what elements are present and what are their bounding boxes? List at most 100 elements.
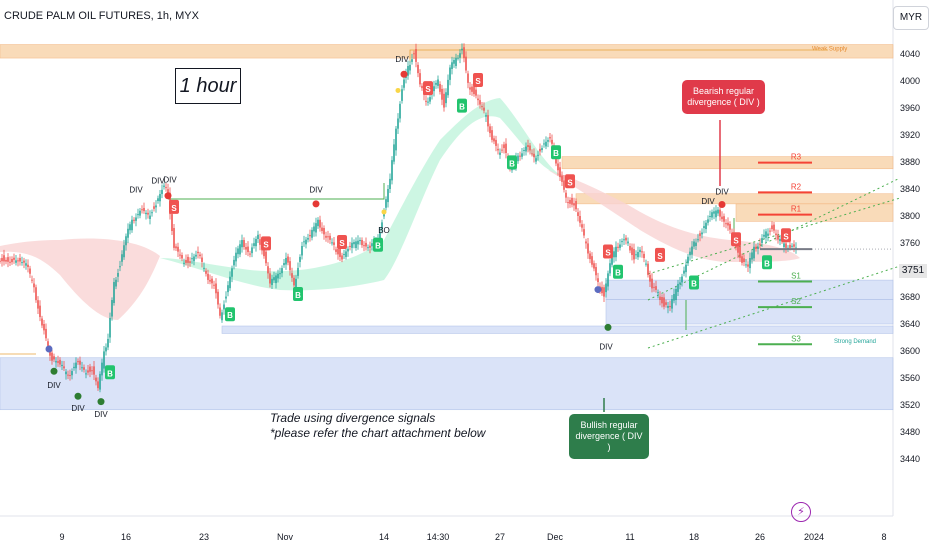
- buy-signal: B: [293, 286, 303, 301]
- currency-button[interactable]: MYR: [893, 6, 929, 30]
- candle-body: [677, 283, 679, 292]
- candle-body: [697, 239, 699, 241]
- candle-body: [287, 256, 289, 263]
- timeframe-box: 1 hour: [175, 68, 241, 104]
- signal-label: B: [764, 259, 770, 268]
- candle-body: [481, 106, 483, 108]
- candle-body: [605, 283, 607, 293]
- candle-body: [29, 268, 31, 274]
- y-tick-label: 4000: [900, 76, 920, 86]
- divergence-dot: [74, 392, 82, 400]
- y-tick-label: 3640: [900, 319, 920, 329]
- candle-body: [185, 259, 187, 263]
- candle-body: [207, 273, 209, 280]
- sell-signal: S: [603, 244, 613, 259]
- candle-body: [275, 275, 277, 284]
- buy-signal: B: [373, 237, 383, 252]
- lightning-icon[interactable]: ⚡: [791, 502, 811, 522]
- candle-body: [59, 359, 61, 365]
- candle-body: [563, 180, 565, 190]
- pivot-label: S3: [791, 334, 801, 343]
- candle-body: [559, 167, 561, 177]
- candle-body: [301, 245, 303, 256]
- signal-box: [551, 145, 561, 160]
- trendline: [409, 49, 828, 63]
- candle-body: [791, 245, 793, 247]
- candle-body: [759, 243, 761, 245]
- candle-body: [485, 115, 487, 117]
- candle-body: [213, 284, 215, 286]
- candle-body: [401, 89, 403, 101]
- candle-body: [603, 287, 605, 297]
- candle-body: [233, 259, 235, 266]
- candle-body: [51, 352, 53, 361]
- bullish-cloud: [160, 98, 560, 291]
- candle-body: [571, 197, 573, 205]
- candle-body: [367, 247, 369, 249]
- signal-box: [603, 244, 613, 259]
- trade-note: Trade using divergence signals *please r…: [270, 411, 485, 441]
- candle-body: [161, 189, 163, 195]
- signal-label: S: [657, 252, 663, 261]
- candle-body: [215, 283, 217, 294]
- candle-body: [229, 276, 231, 289]
- signal-label: B: [691, 280, 697, 289]
- breakout-dot: [381, 209, 387, 215]
- candle-body: [523, 149, 525, 151]
- candle-body: [703, 226, 705, 229]
- zone-rect: [221, 325, 894, 334]
- candle-body: [131, 219, 133, 231]
- candle-body: [17, 260, 19, 262]
- zone-rect: [605, 299, 894, 325]
- candle-body: [209, 279, 211, 282]
- candle-body: [91, 370, 93, 372]
- candle-body: [387, 189, 389, 203]
- candle-body: [99, 373, 101, 390]
- candle-body: [437, 79, 439, 86]
- candle-body: [623, 239, 625, 241]
- candle-body: [11, 259, 13, 263]
- candle-body: [119, 266, 121, 268]
- candle-body: [601, 286, 603, 294]
- pivot-label: R1: [791, 205, 802, 214]
- candle-body: [353, 242, 355, 245]
- candle-body: [149, 215, 151, 219]
- candle-body: [609, 263, 611, 274]
- candle-body: [467, 73, 469, 83]
- candle-body: [633, 249, 635, 260]
- candle-body: [25, 263, 27, 266]
- candle-body: [231, 268, 233, 277]
- candle-body: [635, 254, 637, 256]
- candle-body: [253, 243, 255, 246]
- candle-body: [679, 282, 681, 284]
- candle-body: [429, 97, 431, 102]
- candle-body: [303, 241, 305, 243]
- candle-body: [551, 139, 553, 144]
- candle-body: [63, 366, 65, 369]
- candle-body: [687, 256, 689, 264]
- zone-label: Weak Supply: [812, 47, 847, 53]
- candle-body: [35, 287, 37, 301]
- x-tick-label: 9: [59, 532, 64, 542]
- y-tick-label: 3680: [900, 292, 920, 302]
- candle-body: [255, 238, 257, 247]
- candle-body: [547, 140, 549, 142]
- candle-body: [407, 66, 409, 76]
- candle-body: [145, 212, 147, 215]
- candle-body: [177, 246, 179, 252]
- candle-body: [85, 373, 87, 375]
- candle-body: [611, 255, 613, 265]
- pivot-label: S2: [791, 297, 801, 306]
- x-tick-label: Dec: [547, 532, 564, 542]
- zone-rect: [735, 203, 894, 222]
- signal-box: [565, 174, 575, 189]
- pivot-label: S1: [791, 271, 801, 280]
- candle-body: [773, 224, 775, 231]
- candle-body: [79, 360, 81, 365]
- candle-body: [19, 257, 21, 262]
- candle-body: [139, 210, 141, 216]
- candle-body: [167, 189, 169, 193]
- candle-body: [325, 235, 327, 238]
- candle-body: [591, 256, 593, 265]
